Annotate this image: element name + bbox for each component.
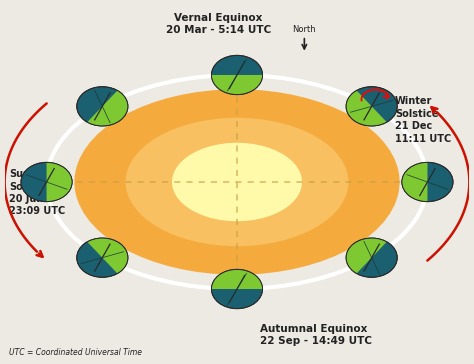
Ellipse shape [77, 238, 128, 277]
Text: Winter
Solstice
21 Dec
11:11 UTC: Winter Solstice 21 Dec 11:11 UTC [395, 96, 451, 143]
Polygon shape [346, 91, 387, 126]
Polygon shape [87, 238, 128, 273]
Ellipse shape [346, 87, 397, 126]
Text: Summer
Solstice
20 Jun
23:09 UTC: Summer Solstice 20 Jun 23:09 UTC [9, 169, 65, 216]
Text: North: North [292, 25, 316, 34]
Ellipse shape [172, 143, 302, 221]
Polygon shape [211, 75, 263, 95]
Polygon shape [87, 91, 128, 126]
Polygon shape [46, 162, 72, 202]
Polygon shape [211, 269, 263, 289]
Ellipse shape [74, 89, 400, 275]
Ellipse shape [402, 162, 453, 202]
Text: UTC = Coordinated Universal Time: UTC = Coordinated Universal Time [9, 348, 142, 357]
Polygon shape [402, 162, 428, 202]
Polygon shape [346, 238, 387, 273]
Ellipse shape [77, 87, 128, 126]
Ellipse shape [211, 269, 263, 309]
Text: Autumnal Equinox
22 Sep - 14:49 UTC: Autumnal Equinox 22 Sep - 14:49 UTC [260, 324, 372, 346]
Ellipse shape [346, 238, 397, 277]
Ellipse shape [126, 118, 348, 246]
Ellipse shape [211, 55, 263, 95]
Ellipse shape [21, 162, 72, 202]
Text: Vernal Equinox
20 Mar - 5:14 UTC: Vernal Equinox 20 Mar - 5:14 UTC [166, 12, 271, 35]
